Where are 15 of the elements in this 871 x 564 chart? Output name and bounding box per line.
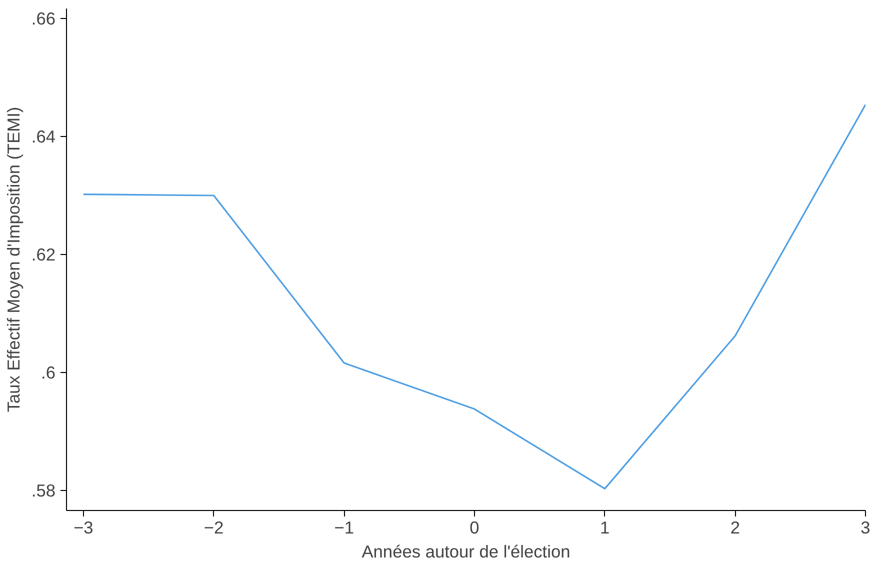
y-tick-label: .62 [31,244,56,264]
y-tick-label: .58 [31,480,56,500]
x-tick-label: 2 [730,518,740,538]
y-tick-label: .64 [31,126,56,147]
x-tick-label: −2 [204,518,224,538]
line-series [82,104,866,490]
y-tick-label: .66 [31,8,56,29]
x-tick-label: −3 [74,518,94,538]
y-tick-label: .6 [41,362,56,382]
y-axis-title: Taux Effectif Moyen d'Imposition (TEMI) [3,106,24,412]
x-axis-title: Années autour de l'élection [362,542,570,562]
x-tick-label: 0 [470,518,480,538]
x-tick-label: 1 [600,518,610,538]
x-tick-label: −1 [334,518,354,538]
x-tick-label: 3 [860,518,870,538]
